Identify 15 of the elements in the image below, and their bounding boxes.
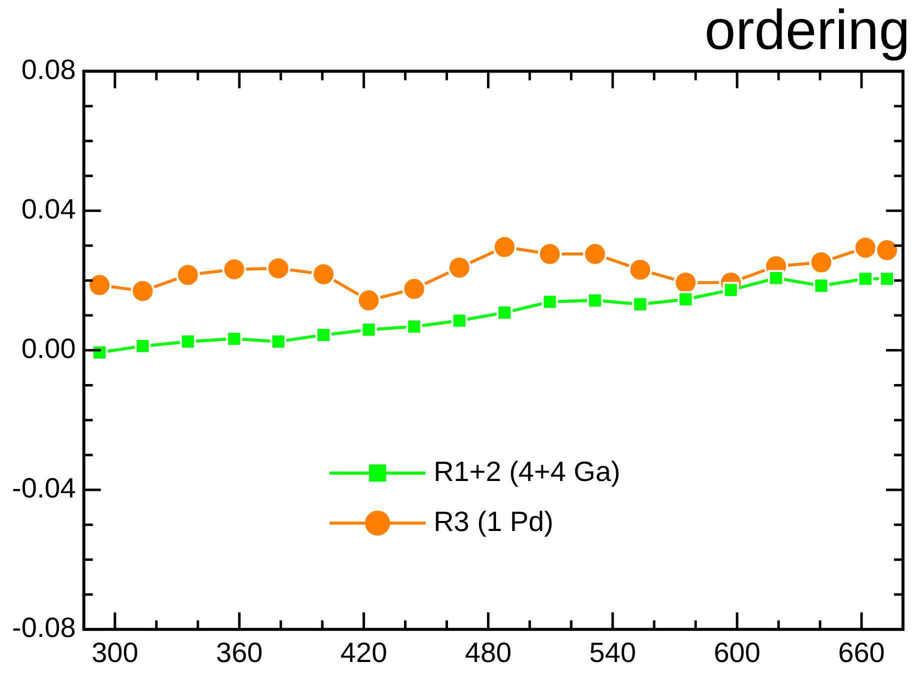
x-tick-label: 600 xyxy=(714,636,760,668)
y-tick-label: 0.04 xyxy=(21,193,76,224)
y-tick-label: 0.00 xyxy=(21,333,76,364)
x-tick-label: 300 xyxy=(92,636,138,668)
y-tick-label: 0.08 xyxy=(21,54,76,85)
x-tick-label: 660 xyxy=(838,636,885,668)
y-tick-label: -0.04 xyxy=(12,472,76,504)
chart-title: ordering xyxy=(704,0,910,62)
x-tick-label: 480 xyxy=(464,636,512,668)
legend-label: R3 (1 Pd) xyxy=(434,506,554,537)
legend-label: R1+2 (4+4 Ga) xyxy=(434,456,620,487)
x-tick-label: 360 xyxy=(216,636,263,668)
x-tick-label: 420 xyxy=(340,636,388,668)
y-tick-label: -0.08 xyxy=(12,612,76,644)
x-tick-label: 540 xyxy=(589,636,636,668)
